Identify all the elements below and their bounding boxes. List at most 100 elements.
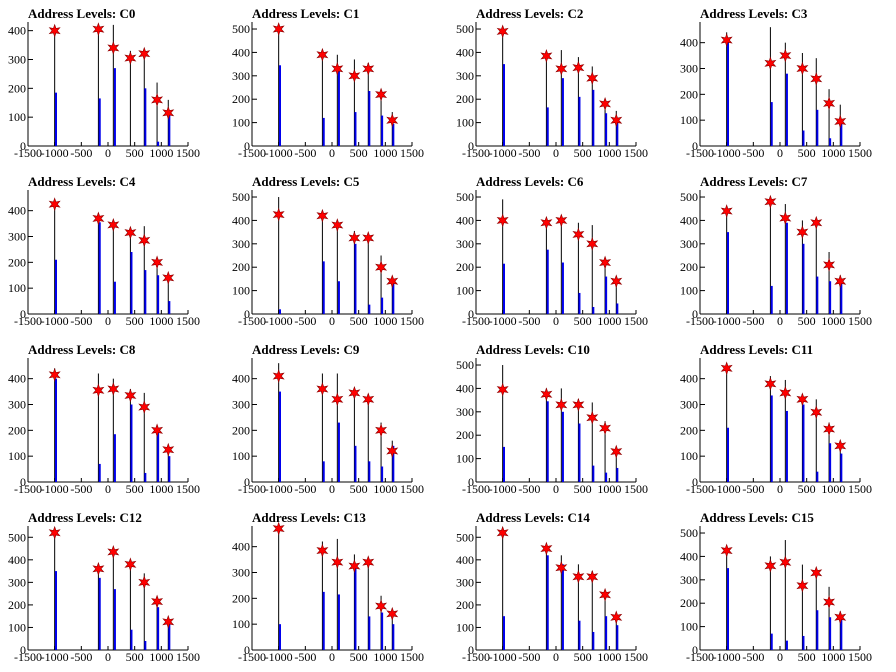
- star-marker: [586, 71, 599, 86]
- star-marker: [362, 61, 375, 76]
- x-tick-label: 0: [329, 650, 335, 664]
- star-marker: [599, 96, 612, 111]
- y-tick-label: 100: [456, 284, 474, 298]
- star-marker: [796, 61, 809, 76]
- y-tick-label: 100: [456, 620, 474, 634]
- y-tick-label: 0: [20, 475, 26, 489]
- y-tick-label: 300: [8, 575, 26, 589]
- star-marker: [375, 87, 388, 102]
- x-tick-label: -1000: [265, 482, 293, 496]
- y-tick-label: 500: [456, 190, 474, 204]
- x-tick-label: 1500: [848, 146, 872, 160]
- bar-blue: [546, 401, 549, 482]
- star-marker: [375, 260, 388, 275]
- star-marker: [272, 521, 285, 536]
- bar-blue: [130, 252, 133, 314]
- bar-blue: [578, 96, 581, 146]
- bar-blue: [802, 635, 805, 650]
- star-marker: [107, 217, 120, 232]
- bar-blue: [354, 112, 357, 146]
- x-tick-label: 1500: [624, 314, 648, 328]
- x-tick-label: -1500: [462, 146, 490, 160]
- y-tick-label: 400: [680, 549, 698, 563]
- bar-blue: [785, 410, 788, 482]
- x-tick-label: -500: [742, 482, 764, 496]
- star-marker: [316, 382, 329, 396]
- star-marker: [48, 525, 61, 540]
- x-tick-label: -1000: [41, 482, 69, 496]
- x-tick-label: 0: [777, 146, 783, 160]
- subplot-title: Address Levels: C12: [28, 510, 142, 525]
- x-tick-label: -500: [518, 314, 540, 328]
- star-marker: [138, 233, 151, 248]
- y-tick-label: 100: [232, 284, 250, 298]
- bar-blue: [157, 275, 160, 314]
- x-tick-label: -1500: [462, 314, 490, 328]
- bar-blue: [113, 68, 116, 146]
- bar-blue: [616, 117, 619, 146]
- y-tick-label: 400: [680, 372, 698, 386]
- star-marker: [331, 61, 344, 76]
- x-tick-label: 0: [329, 146, 335, 160]
- bar-blue: [354, 243, 357, 314]
- star-marker: [386, 606, 399, 621]
- star-marker: [162, 442, 175, 457]
- y-tick-label: 200: [232, 260, 250, 274]
- y-tick-label: 100: [232, 617, 250, 631]
- star-marker: [316, 208, 329, 223]
- star-marker: [386, 444, 399, 458]
- subplot-c1: Address Levels: C10100200300400500-1500-…: [232, 6, 424, 160]
- x-tick-label: -500: [742, 146, 764, 160]
- x-tick-label: -500: [518, 650, 540, 664]
- star-marker: [779, 385, 792, 400]
- y-tick-label: 300: [680, 398, 698, 412]
- x-tick-label: 500: [350, 482, 368, 496]
- star-marker: [586, 236, 599, 251]
- x-tick-label: -1000: [489, 482, 517, 496]
- x-tick-label: -1000: [713, 146, 741, 160]
- bar-blue: [392, 445, 395, 482]
- x-tick-label: -1500: [14, 482, 42, 496]
- star-marker: [764, 558, 777, 573]
- star-marker: [107, 545, 120, 559]
- y-tick-label: 100: [8, 620, 26, 634]
- bar-blue: [381, 297, 384, 314]
- bar-blue: [322, 117, 325, 146]
- bar-blue: [785, 73, 788, 146]
- x-tick-label: 1000: [373, 314, 397, 328]
- subplot-title: Address Levels: C2: [476, 6, 583, 21]
- bar-blue: [168, 301, 171, 314]
- bar-blue: [55, 378, 57, 482]
- y-tick-label: 100: [8, 449, 26, 463]
- bar-blue: [392, 278, 395, 314]
- x-tick-label: 500: [798, 482, 816, 496]
- star-marker: [555, 397, 568, 412]
- bar-blue: [368, 461, 371, 482]
- x-tick-label: 500: [798, 146, 816, 160]
- x-tick-label: -1500: [238, 146, 266, 160]
- x-tick-label: -1500: [686, 314, 714, 328]
- y-tick-label: 500: [680, 190, 698, 204]
- x-tick-label: -1500: [686, 650, 714, 664]
- x-tick-label: 1500: [624, 650, 648, 664]
- bar-blue: [770, 102, 773, 146]
- y-tick-label: 200: [8, 255, 26, 269]
- x-tick-label: -1500: [238, 650, 266, 664]
- y-tick-label: 400: [456, 553, 474, 567]
- star-marker: [92, 383, 105, 398]
- y-tick-label: 100: [232, 116, 250, 130]
- star-marker: [599, 421, 612, 436]
- x-tick-label: 500: [126, 482, 144, 496]
- y-tick-label: 0: [20, 307, 26, 321]
- x-tick-label: 1000: [373, 650, 397, 664]
- y-tick-label: 100: [456, 452, 474, 466]
- star-marker: [796, 225, 809, 240]
- bar-blue: [829, 138, 832, 146]
- x-tick-label: -1500: [238, 482, 266, 496]
- x-tick-label: 1500: [176, 314, 200, 328]
- y-tick-label: 0: [468, 475, 474, 489]
- x-tick-label: -500: [518, 482, 540, 496]
- y-tick-label: 0: [244, 475, 250, 489]
- subplot-title: Address Levels: C4: [28, 174, 136, 189]
- y-tick-label: 300: [680, 62, 698, 76]
